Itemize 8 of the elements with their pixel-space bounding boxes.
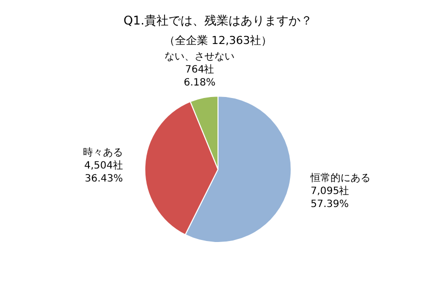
data-label: 4,504社 36.43% — [84, 159, 123, 184]
chart-subtitle: （全企業 12,363社） — [164, 34, 272, 47]
data-label: 7,095社 57.39% — [310, 184, 350, 210]
data-label: 764社 6.18% — [184, 64, 216, 89]
slice-label: 恒常的にある — [310, 172, 371, 184]
slice-label: 時々ある — [82, 146, 123, 158]
chart-title: Q1.貴社では、残業はありますか？ — [124, 13, 312, 28]
slice-label: ない、させない — [164, 52, 235, 63]
